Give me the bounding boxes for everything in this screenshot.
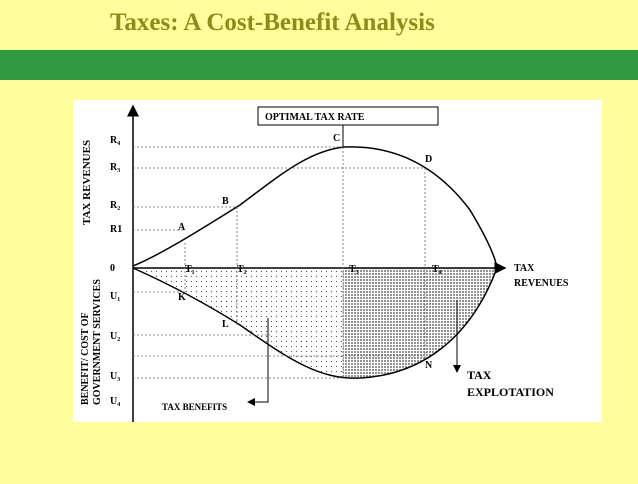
x-label: T₄ <box>432 264 442 275</box>
point-label: N <box>425 360 433 371</box>
point-label: D <box>425 154 432 165</box>
point-label: K <box>178 292 186 303</box>
x-axis-label: TAX <box>514 263 535 274</box>
point-label: A <box>178 222 186 233</box>
y-label: U₁ <box>110 291 120 302</box>
x-label: T₁ <box>185 264 195 275</box>
y-label: U₃ <box>110 371 120 382</box>
point-label: B <box>222 196 229 207</box>
optimal-box <box>257 106 439 126</box>
y-label: U₂ <box>110 331 120 342</box>
axis-label: GOVERNMENT SERVICES <box>92 279 103 405</box>
x-label: T₃ <box>349 264 359 275</box>
revenue-curve <box>132 146 498 269</box>
title-bar <box>0 50 638 80</box>
point-label: C <box>333 133 340 144</box>
y-label: R₄ <box>110 135 120 146</box>
x-label: T₂ <box>237 264 247 275</box>
benefits-arrow <box>247 318 269 406</box>
diagram <box>127 104 507 422</box>
point-label: L <box>222 319 229 330</box>
y-label: R₂ <box>110 200 120 211</box>
cost-curve <box>132 267 498 379</box>
axis-label: BENEFIT/ COST OF <box>80 312 91 405</box>
exploitation-label: EXPLOTATION <box>467 385 554 399</box>
exploitation-label: TAX <box>467 368 492 382</box>
y-label: R1 <box>110 224 122 235</box>
benefits-label: TAX BENEFITS <box>162 402 227 412</box>
x-axis-label: REVENUES <box>514 278 569 289</box>
axis-label: TAX REVENUES <box>81 140 93 225</box>
y-label: U₄ <box>110 396 120 407</box>
guides <box>133 146 426 379</box>
title: Taxes: A Cost-Benefit Analysis <box>110 9 435 36</box>
y-label: 0 <box>110 263 115 274</box>
y-label: R₃ <box>110 162 120 173</box>
optimal-label: OPTIMAL TAX RATE <box>265 112 365 123</box>
